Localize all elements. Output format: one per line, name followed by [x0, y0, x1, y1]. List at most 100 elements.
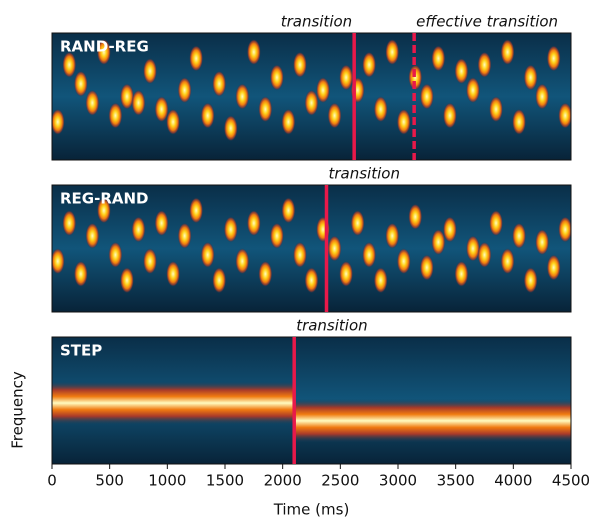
- x-tick-label: 500: [95, 472, 124, 490]
- tone-pip: [408, 203, 423, 230]
- tone-pip: [258, 96, 273, 123]
- tone-band: [294, 398, 571, 443]
- tone-pip: [189, 197, 204, 224]
- tone-pip: [489, 96, 503, 123]
- tone-pip: [212, 70, 227, 97]
- tone-pip: [558, 102, 571, 129]
- tone-pip: [454, 260, 469, 287]
- x-tick-label: 2000: [264, 472, 302, 490]
- tone-pip: [52, 248, 65, 275]
- tone-pip: [489, 210, 503, 237]
- tone-pip: [466, 235, 480, 262]
- tone-pip: [223, 115, 238, 142]
- tone-pip: [396, 108, 411, 135]
- x-tick-label: 1000: [148, 472, 186, 490]
- tone-pip: [85, 89, 100, 116]
- tone-pip: [454, 58, 469, 85]
- tone-pip: [293, 51, 307, 78]
- tone-pip: [269, 64, 284, 91]
- tone-pip: [385, 222, 400, 249]
- tone-pip: [316, 77, 330, 104]
- tone-pip: [269, 222, 284, 249]
- tone-pip: [419, 254, 434, 281]
- tone-pip: [500, 39, 515, 66]
- tone-pip: [154, 210, 169, 237]
- tone-pip: [131, 89, 146, 116]
- panel-frame: [51, 32, 572, 161]
- tone-pip: [189, 45, 204, 72]
- tone-pip: [558, 216, 571, 243]
- tone-pip: [431, 229, 446, 256]
- tone-pip: [177, 77, 192, 104]
- transition-label: transition: [281, 13, 352, 31]
- tone-pip: [96, 39, 111, 66]
- tone-pip: [154, 96, 169, 123]
- tone-pip: [535, 229, 550, 256]
- panel-marks: [52, 197, 571, 294]
- tone-pip: [535, 83, 550, 110]
- x-tick-label: 3500: [437, 472, 475, 490]
- tone-pip: [108, 241, 123, 268]
- x-tick-label: 2500: [321, 472, 359, 490]
- tone-pip: [546, 45, 561, 72]
- tone-pip: [235, 248, 250, 275]
- tone-pip: [385, 39, 400, 66]
- tone-pip: [362, 51, 377, 78]
- tone-pip: [546, 254, 561, 281]
- tone-pip: [396, 248, 411, 275]
- y-axis-label: Frequency: [9, 371, 27, 449]
- tone-pip: [293, 241, 307, 268]
- tone-pip: [143, 58, 157, 85]
- panel-label: STEP: [60, 342, 102, 360]
- x-tick-label: 4500: [552, 472, 590, 490]
- tone-pip: [120, 83, 134, 110]
- tone-pip: [177, 222, 192, 249]
- tone-pip: [200, 102, 215, 129]
- panel-label: REG-RAND: [60, 190, 149, 208]
- tone-pip: [108, 102, 123, 129]
- transition-label: transition: [328, 165, 399, 183]
- x-tick-label: 3000: [379, 472, 417, 490]
- tone-pip: [246, 39, 261, 66]
- x-tick-label: 4000: [494, 472, 532, 490]
- tone-pip: [120, 267, 134, 294]
- tone-pip: [62, 210, 77, 237]
- x-tick-label: 1500: [206, 472, 244, 490]
- tone-pip: [143, 248, 157, 275]
- tone-band: [52, 381, 295, 426]
- tone-pip: [362, 241, 377, 268]
- tone-pip: [442, 216, 457, 243]
- tone-pip: [281, 197, 296, 224]
- tone-pip: [258, 260, 273, 287]
- panel-frame: [51, 184, 572, 313]
- tone-pip: [500, 248, 515, 275]
- tone-pip: [166, 108, 181, 135]
- tone-pip: [212, 267, 227, 294]
- tone-pip: [246, 210, 261, 237]
- tone-pip: [512, 222, 527, 249]
- tone-pip: [466, 77, 480, 104]
- tone-pip: [166, 260, 181, 287]
- tone-pip: [523, 267, 538, 294]
- tone-pip: [339, 64, 354, 91]
- tone-pip: [477, 51, 492, 78]
- panel-marks: [52, 39, 571, 142]
- tone-pip: [73, 260, 88, 287]
- tone-pip: [131, 216, 146, 243]
- tone-pip: [419, 83, 434, 110]
- tone-pip: [431, 45, 446, 72]
- transition-label: effective transition: [416, 13, 558, 31]
- tone-pip: [442, 102, 457, 129]
- tone-pip: [85, 222, 100, 249]
- tone-pip: [62, 51, 77, 78]
- tone-pip: [408, 64, 423, 91]
- tone-pip: [523, 64, 538, 91]
- tone-pip: [373, 267, 388, 294]
- tone-pip: [339, 260, 354, 287]
- tone-pip: [512, 108, 527, 135]
- tone-pip: [327, 102, 342, 129]
- tone-pip: [96, 197, 111, 224]
- panel-label: RAND-REG: [60, 38, 149, 56]
- x-axis-label: Time (ms): [273, 501, 350, 517]
